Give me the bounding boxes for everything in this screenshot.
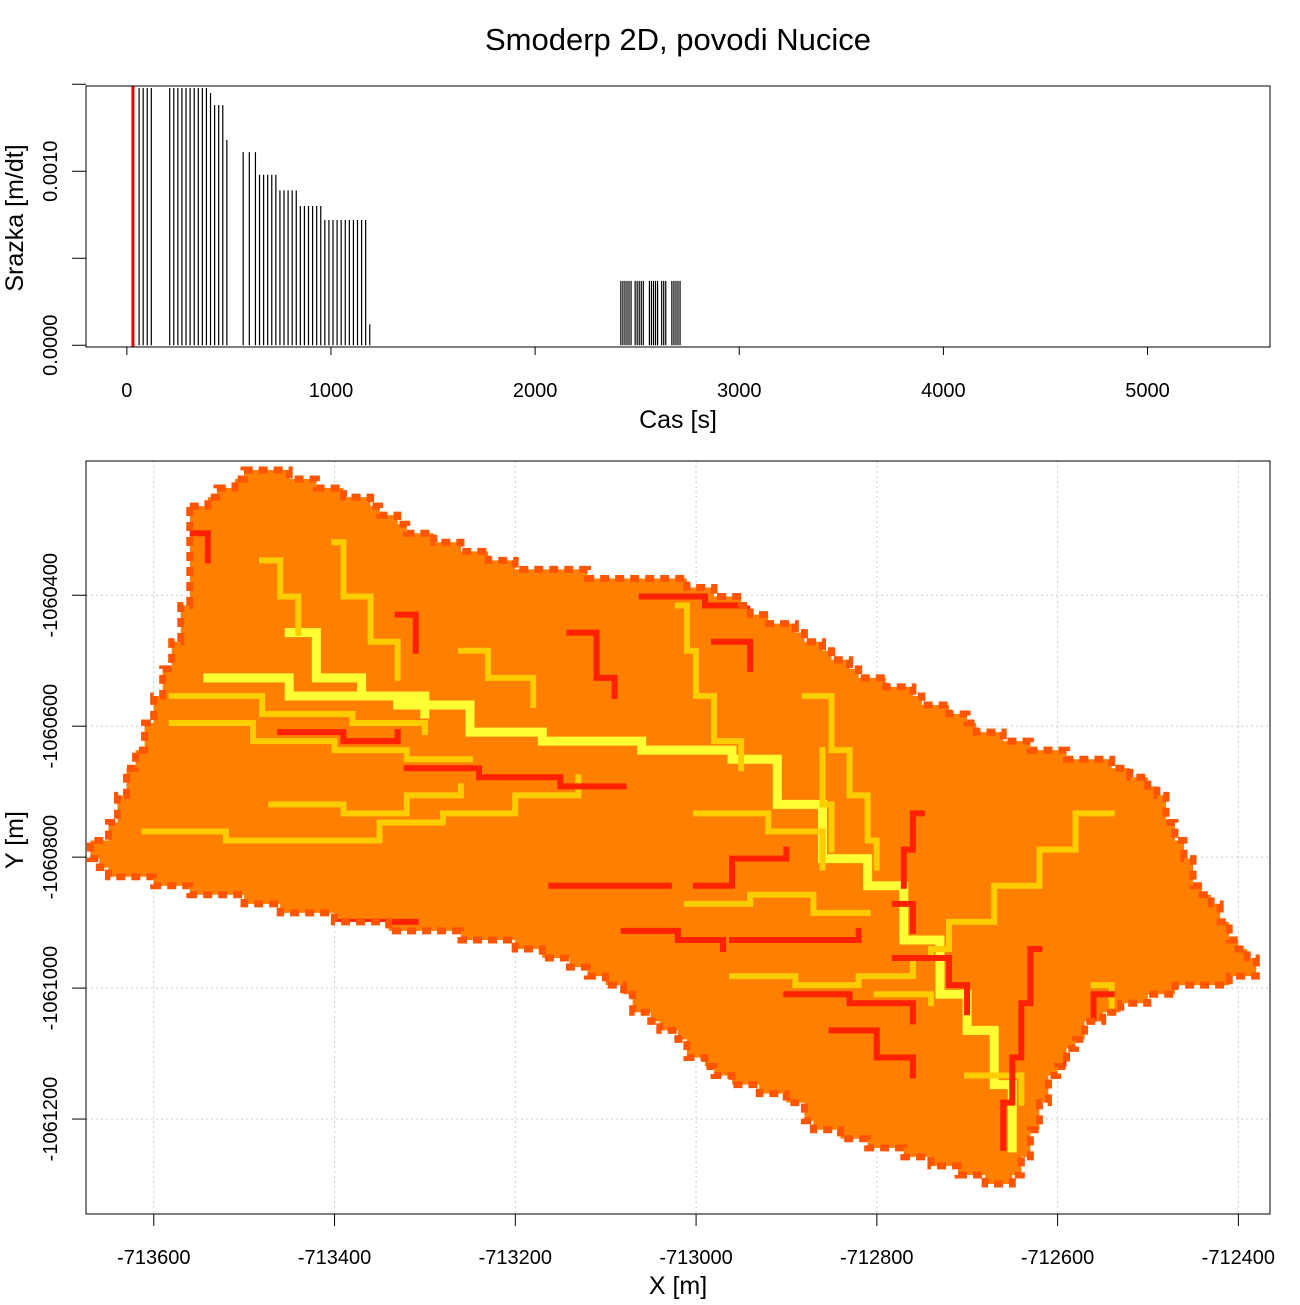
stream-red (277, 729, 401, 745)
stream-red (620, 927, 727, 953)
stream-red (900, 810, 925, 889)
x-tick-label: -713000 (659, 1247, 732, 1269)
stream-red (566, 629, 618, 699)
rainfall-bars (138, 88, 681, 346)
stream-red (403, 765, 627, 790)
chart-title: Smoderp 2D, povodi Nucice (485, 22, 871, 57)
map-y-axis-label: Y [m] (1, 811, 29, 869)
x-tick-label: 5000 (1125, 380, 1170, 402)
map-plot-frame (85, 460, 1271, 1215)
stream-channel (683, 891, 871, 916)
stream-red (638, 593, 754, 609)
stream-channel (729, 955, 916, 989)
stream-red (828, 1027, 916, 1079)
stream-channel (141, 774, 582, 844)
catchment-boundary (86, 466, 1260, 1188)
stream-channel (927, 810, 1115, 962)
map-y-axis: -1060400 -1060600 -1060800 -1061000 -1061200 (40, 553, 86, 1161)
stream-channel (819, 747, 835, 853)
stream-red (394, 611, 419, 654)
stream-channel (964, 1072, 1025, 1106)
stream-channel (801, 692, 880, 871)
rainfall-plot-frame (85, 85, 1271, 348)
x-tick-label: 0 (121, 380, 132, 402)
stream-red (891, 900, 916, 934)
stream-high (284, 628, 430, 719)
stream-channel (259, 557, 302, 636)
rainfall-y-axis-label: Srazka [m/dt] (1, 144, 29, 291)
stream-red (1000, 946, 1043, 1151)
stream-red (891, 955, 971, 1016)
stream-channel (674, 602, 745, 772)
stream-red (186, 530, 211, 564)
rainfall-y-axis: 0.0000 0.0010 (40, 83, 86, 376)
stream-channel (457, 647, 537, 708)
catchment-streams (141, 530, 1133, 1153)
x-tick-label: 2000 (513, 380, 558, 402)
stream-channel (168, 692, 428, 736)
x-tick-label: -712400 (1202, 1247, 1275, 1269)
stream-red (711, 638, 754, 672)
y-tick-label: -1060800 (40, 815, 62, 900)
y-tick-label: -1061000 (40, 946, 62, 1031)
x-tick-label: -712600 (1021, 1247, 1094, 1269)
stream-red (729, 927, 862, 943)
stream-channel (873, 991, 934, 1007)
x-tick-label: 4000 (921, 380, 966, 402)
stream-channel (168, 720, 473, 763)
map-x-axis: -713600 -713400 -713200 -713000 -712800 -7126… (117, 1214, 1275, 1269)
x-tick-label: -712800 (840, 1247, 913, 1269)
x-tick-label: -713400 (298, 1247, 371, 1269)
stream-channel (692, 810, 826, 871)
map-x-axis-label: X [m] (649, 1272, 707, 1300)
rainfall-x-axis-label: Cas [s] (639, 406, 717, 434)
y-tick-label: -1061200 (40, 1077, 62, 1162)
stream-red (692, 846, 790, 889)
map-panel: -713600 -713400 -713200 -713000 -712800 -7126… (1, 460, 1275, 1300)
stream-red (783, 991, 916, 1025)
x-tick-label: 1000 (309, 380, 354, 402)
stream-channel (331, 539, 401, 681)
catchment-raster (90, 469, 1257, 1184)
y-tick-label: -1060600 (40, 684, 62, 769)
x-tick-label: -713600 (117, 1247, 190, 1269)
rainfall-x-axis: 0 1000 2000 3000 4000 5000 (121, 347, 1170, 402)
y-tick-label: -1060400 (40, 553, 62, 638)
y-tick-label: 0.0010 (40, 141, 62, 202)
x-tick-label: -713200 (479, 1247, 552, 1269)
stream-channel (268, 783, 464, 817)
x-tick-label: 3000 (717, 380, 762, 402)
rainfall-panel: 0 1000 2000 3000 4000 5000 0.0000 0.0010 Cas [… (1, 83, 1271, 434)
y-tick-label: 0.0000 (40, 315, 62, 376)
